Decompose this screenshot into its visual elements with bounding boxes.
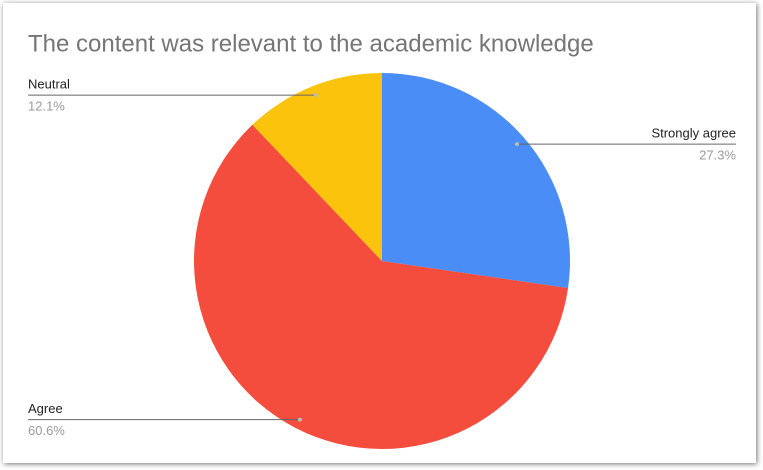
pie-slice [193, 124, 569, 450]
leader-dot [313, 93, 318, 98]
slice-value: 27.3% [699, 148, 736, 163]
slice-value: 12.1% [28, 99, 65, 114]
leader-dot [297, 417, 302, 422]
slice-value: 60.6% [28, 423, 65, 438]
chart-title: The content was relevant to the academic… [28, 30, 594, 57]
slice-label: Strongly agree [651, 126, 736, 141]
slice-label: Agree [28, 401, 63, 416]
pie-slice [252, 73, 382, 261]
slice-label: Neutral [28, 77, 70, 92]
leader-dot [515, 142, 520, 147]
pie-slice [382, 73, 570, 289]
